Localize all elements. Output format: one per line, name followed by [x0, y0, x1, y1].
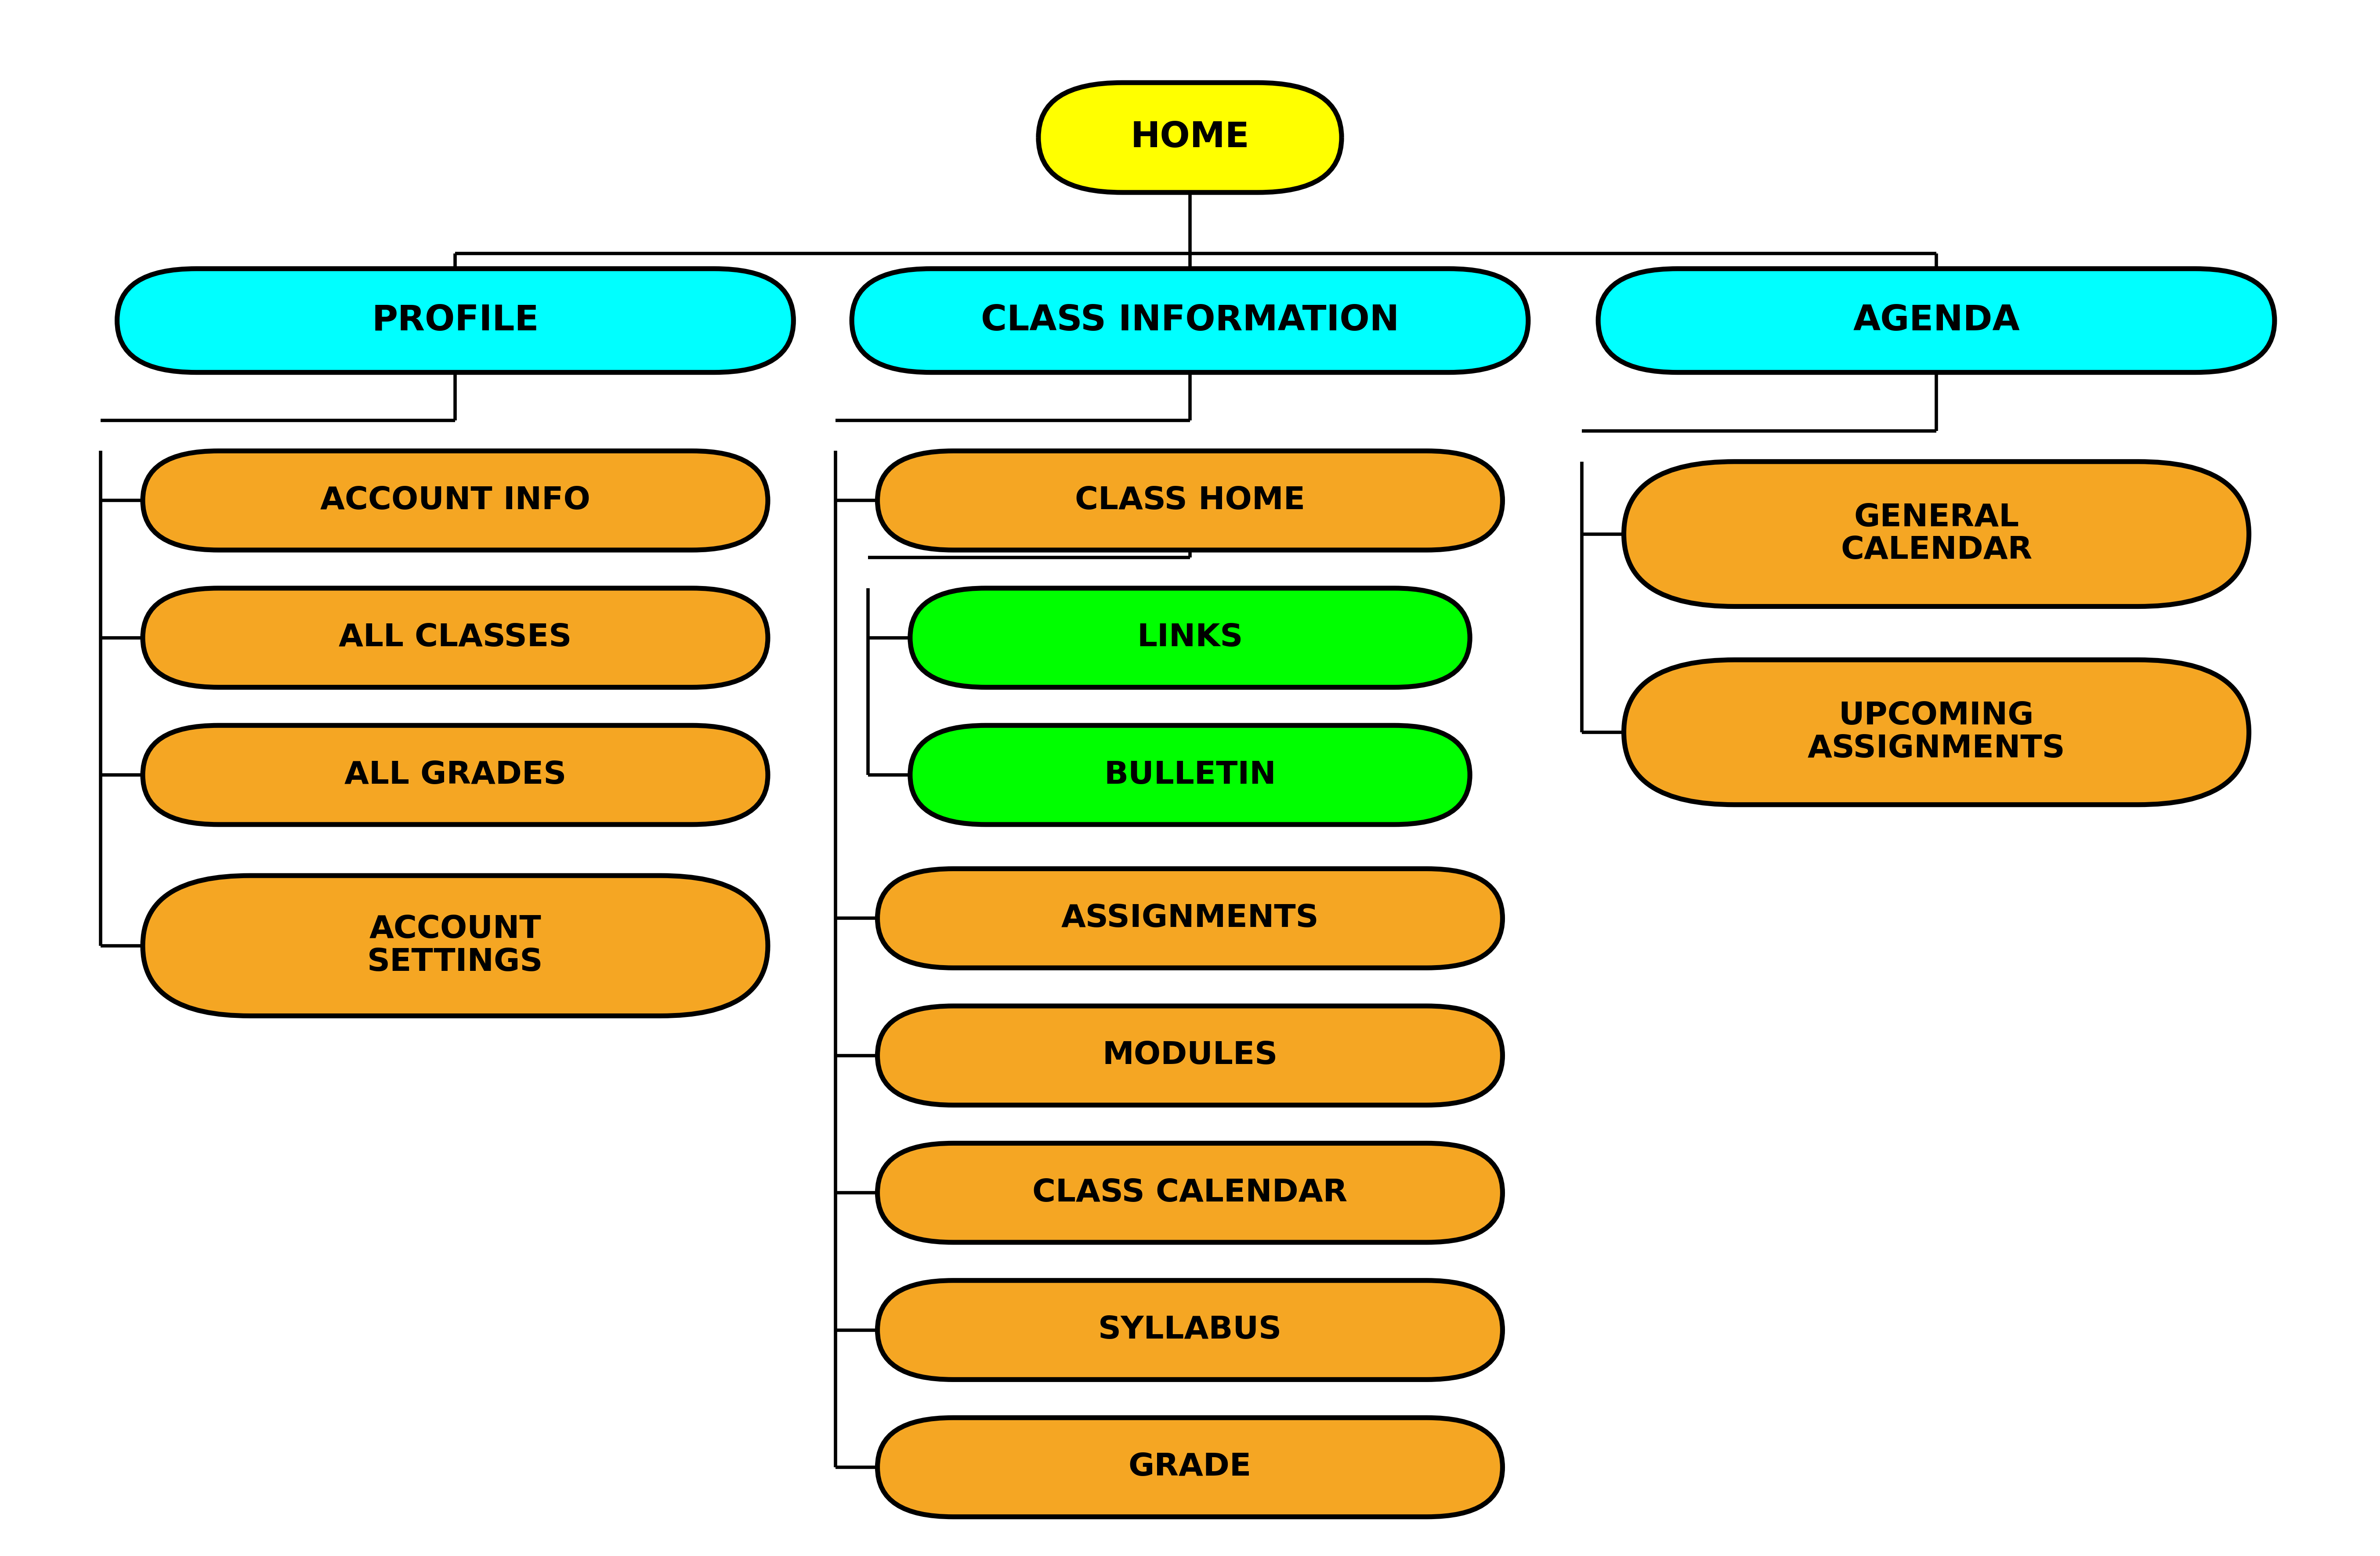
FancyBboxPatch shape — [878, 451, 1502, 549]
Text: LINKS: LINKS — [1138, 622, 1242, 654]
FancyBboxPatch shape — [878, 868, 1502, 968]
Text: CLASS HOME: CLASS HOME — [1076, 485, 1304, 515]
Text: PROFILE: PROFILE — [371, 303, 538, 338]
Text: GENERAL
CALENDAR: GENERAL CALENDAR — [1840, 503, 2033, 565]
Text: SYLLABUS: SYLLABUS — [1097, 1315, 1283, 1346]
FancyBboxPatch shape — [1623, 462, 2249, 607]
Text: MODULES: MODULES — [1102, 1041, 1278, 1071]
FancyBboxPatch shape — [878, 1418, 1502, 1517]
FancyBboxPatch shape — [878, 1281, 1502, 1380]
Text: UPCOMING
ASSIGNMENTS: UPCOMING ASSIGNMENTS — [1806, 700, 2066, 764]
Text: ACCOUNT
SETTINGS: ACCOUNT SETTINGS — [367, 915, 543, 977]
FancyBboxPatch shape — [1623, 660, 2249, 804]
Text: CLASS CALENDAR: CLASS CALENDAR — [1033, 1178, 1347, 1207]
FancyBboxPatch shape — [909, 725, 1471, 825]
Text: BULLETIN: BULLETIN — [1104, 759, 1276, 790]
FancyBboxPatch shape — [852, 269, 1528, 372]
Text: ACCOUNT INFO: ACCOUNT INFO — [321, 485, 590, 515]
FancyBboxPatch shape — [143, 876, 769, 1016]
Text: ASSIGNMENTS: ASSIGNMENTS — [1061, 902, 1319, 934]
FancyBboxPatch shape — [143, 725, 769, 825]
FancyBboxPatch shape — [143, 451, 769, 549]
Text: ALL CLASSES: ALL CLASSES — [338, 622, 571, 654]
FancyBboxPatch shape — [117, 269, 793, 372]
FancyBboxPatch shape — [909, 588, 1471, 688]
Text: CLASS INFORMATION: CLASS INFORMATION — [981, 303, 1399, 338]
FancyBboxPatch shape — [1597, 269, 2275, 372]
Text: ALL GRADES: ALL GRADES — [345, 759, 566, 790]
Text: AGENDA: AGENDA — [1854, 303, 2021, 338]
FancyBboxPatch shape — [143, 588, 769, 688]
Text: HOME: HOME — [1130, 120, 1249, 154]
Text: GRADE: GRADE — [1128, 1452, 1252, 1483]
FancyBboxPatch shape — [1038, 82, 1342, 193]
FancyBboxPatch shape — [878, 1007, 1502, 1105]
FancyBboxPatch shape — [878, 1144, 1502, 1242]
